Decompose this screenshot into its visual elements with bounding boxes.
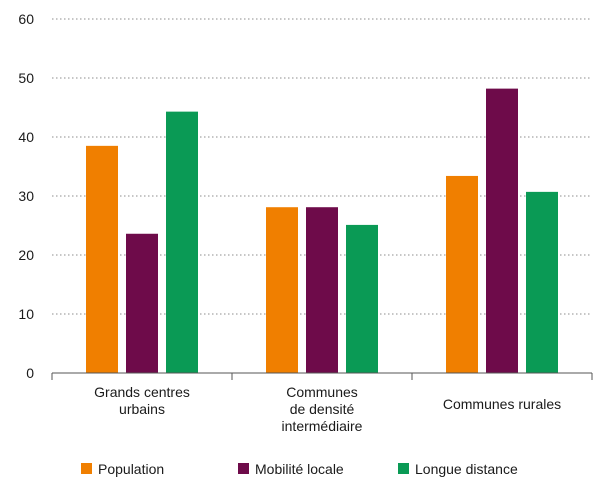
y-axis-ticks: 0 10 20 30 40 50 60	[18, 11, 34, 381]
y-tick-label: 40	[18, 129, 34, 145]
legend: Population Mobilité locale Longue distance	[81, 461, 518, 477]
category-label: Grands centres	[94, 384, 190, 400]
bar-mobilit-locale-2	[486, 88, 518, 374]
y-tick-label: 60	[18, 11, 34, 27]
bar-population-1	[266, 207, 298, 373]
bar-mobilit-locale-1	[306, 207, 338, 373]
legend-label: Population	[98, 461, 164, 477]
legend-label: Mobilité locale	[255, 461, 344, 477]
y-tick-label: 0	[26, 365, 34, 381]
y-tick-label: 50	[18, 70, 34, 86]
category-label: Communes rurales	[443, 396, 561, 412]
category-label: intermédiaire	[282, 418, 363, 434]
legend-swatch	[81, 463, 92, 474]
category-label: urbains	[119, 401, 165, 417]
bar-longue-distance-2	[526, 191, 558, 373]
bar-mobilit-locale-0	[126, 233, 158, 373]
bar-population-0	[86, 145, 118, 373]
bar-longue-distance-0	[166, 111, 198, 373]
category-label: Communes	[286, 384, 358, 400]
bar-longue-distance-1	[346, 224, 378, 373]
legend-swatch	[238, 463, 249, 474]
x-axis	[51, 372, 593, 380]
legend-swatch	[398, 463, 409, 474]
y-tick-label: 30	[18, 188, 34, 204]
bar-population-2	[446, 175, 478, 373]
bars	[86, 88, 558, 374]
y-tick-label: 20	[18, 247, 34, 263]
y-tick-label: 10	[18, 306, 34, 322]
legend-label: Longue distance	[415, 461, 518, 477]
category-label: de densité	[290, 401, 355, 417]
